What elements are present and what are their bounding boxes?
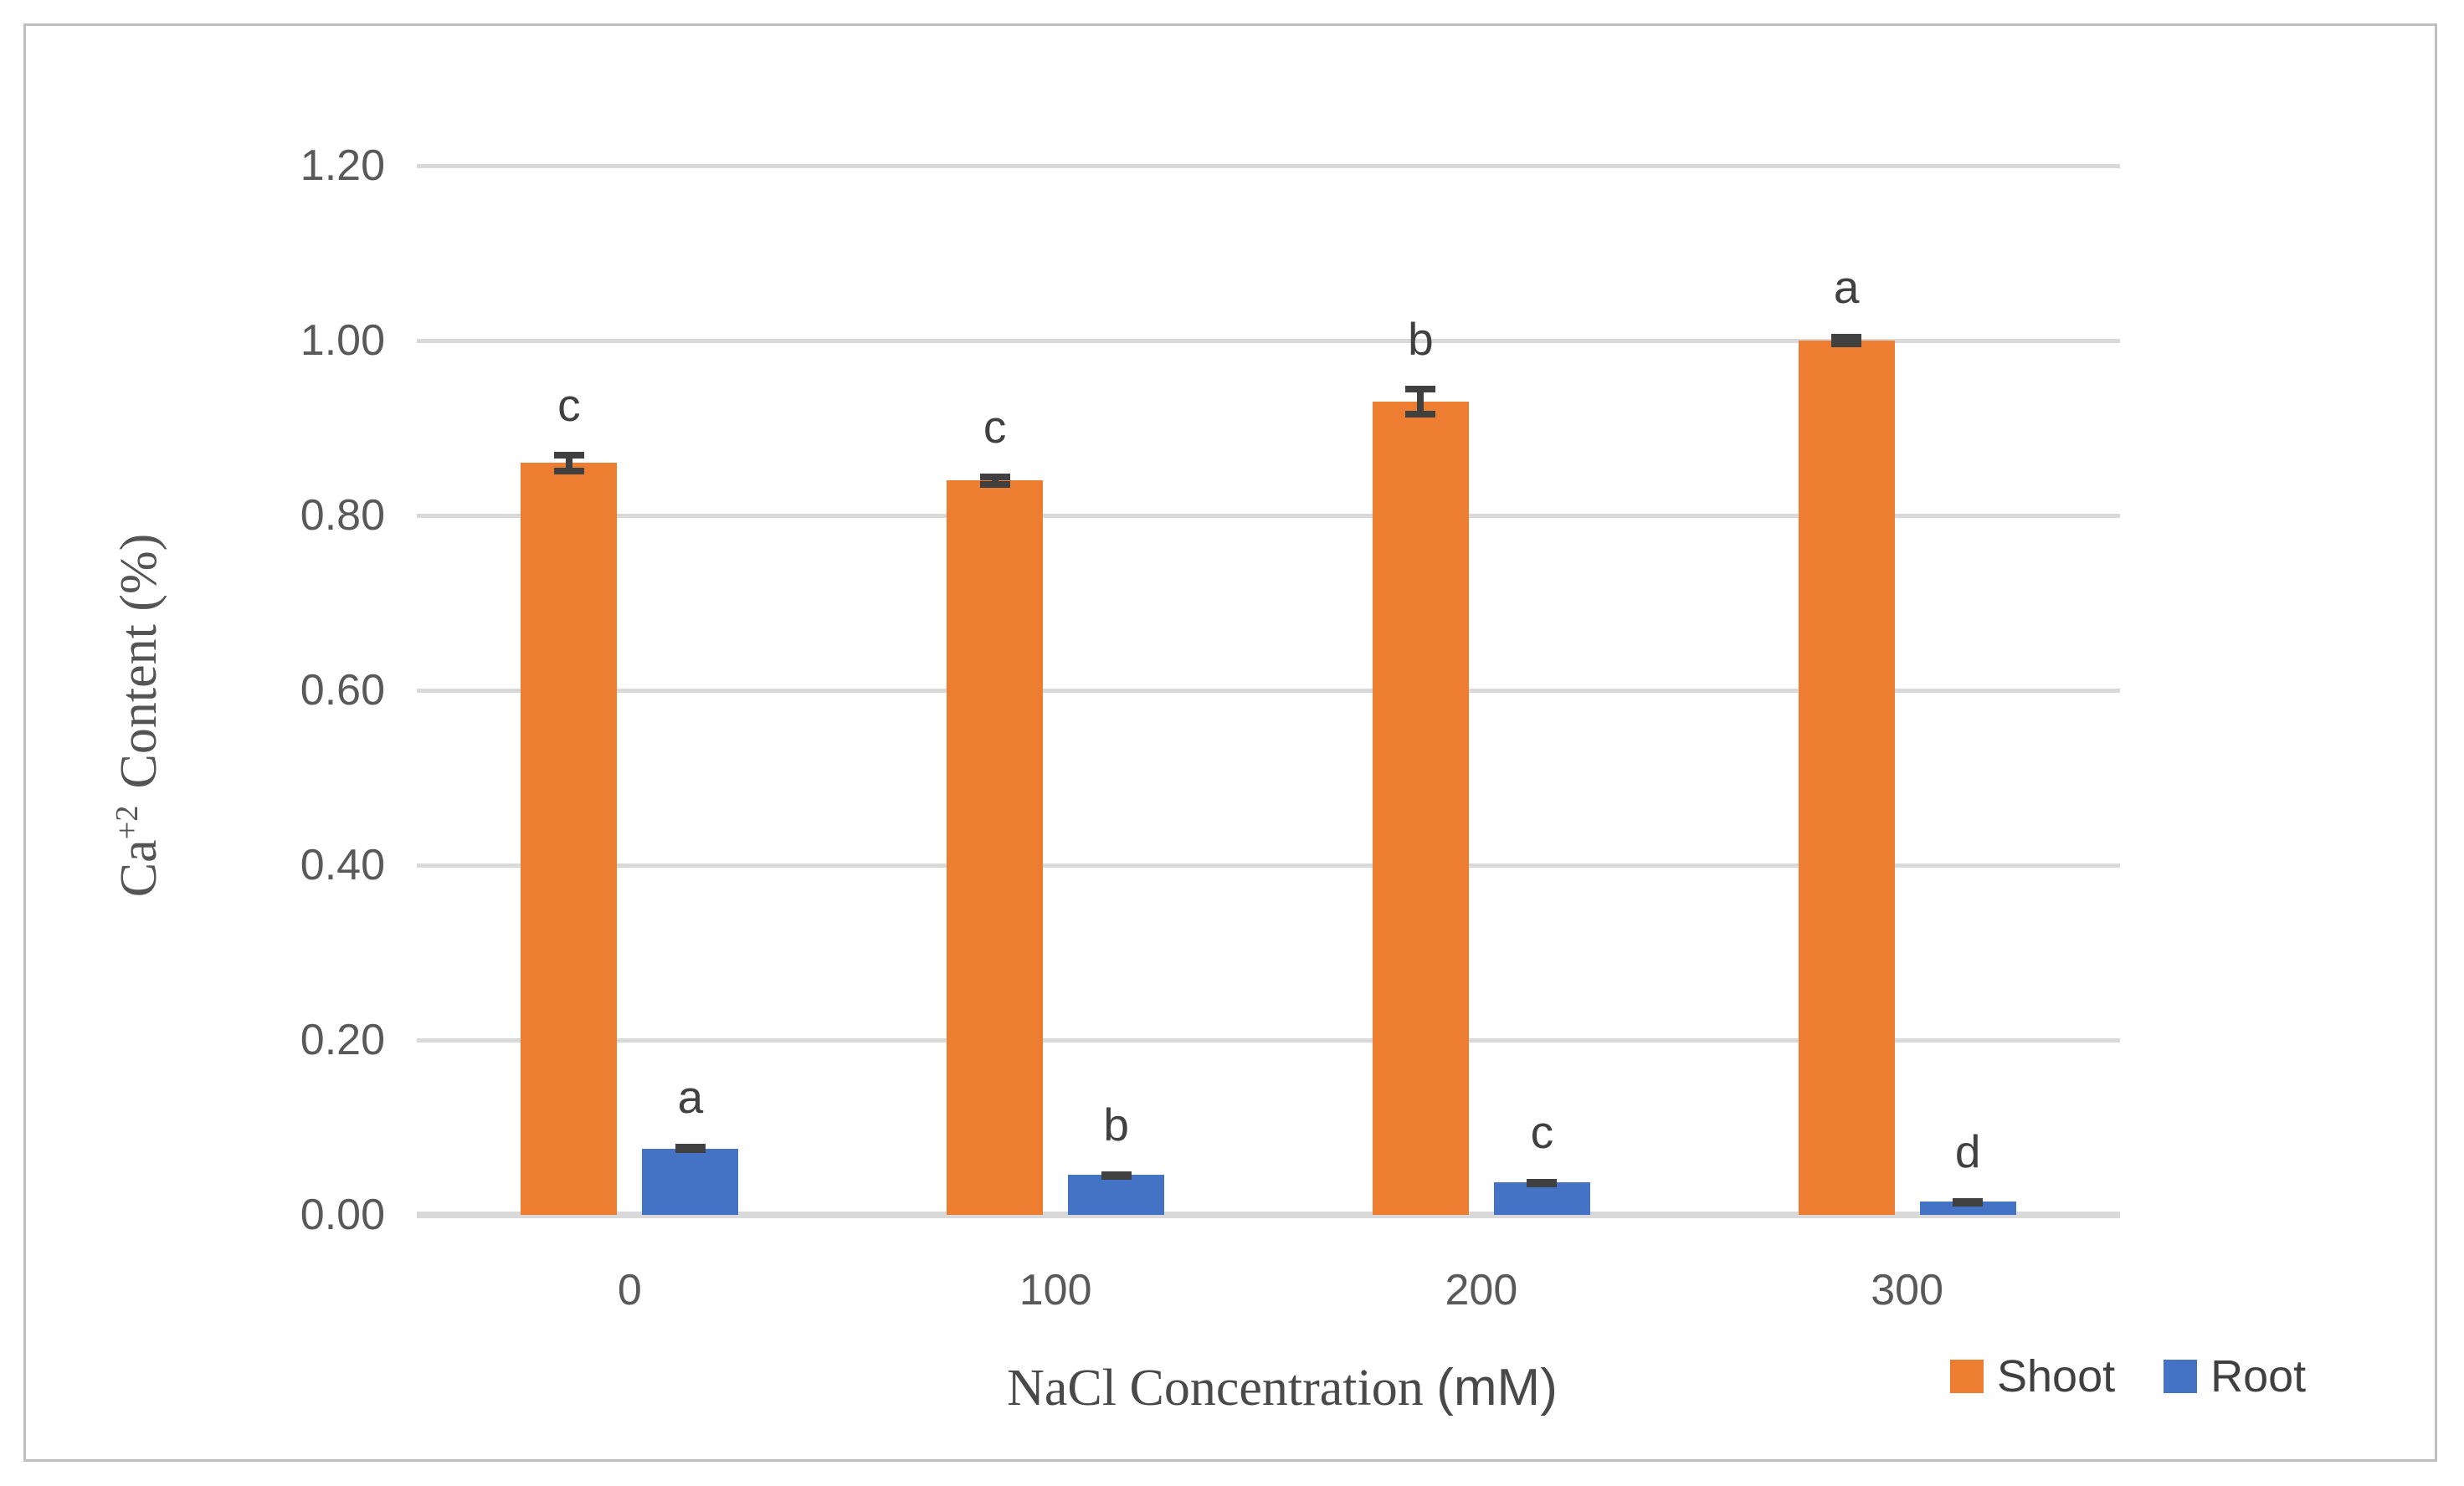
y-tick-label-0.00: 0.00 (300, 1191, 385, 1239)
error-bar-root-100 (1101, 1171, 1132, 1180)
bar-root-100 (1068, 1174, 1165, 1215)
legend-swatch-shoot (1950, 1360, 1984, 1393)
bar-root-300 (1919, 1202, 2016, 1215)
error-bar-shoot-200 (1405, 386, 1436, 418)
x-axis-title: NaCl Concentration (mM) (864, 1359, 1701, 1417)
legend-swatch-root (2164, 1360, 2198, 1393)
legend-label-shoot: Shoot (1997, 1351, 2116, 1401)
x-tick-label-100: 100 (1019, 1266, 1092, 1314)
error-bar-cap-bottom (1405, 410, 1436, 418)
error-bar-stem (1417, 386, 1424, 418)
y-tick-label-0.60: 0.60 (300, 666, 385, 715)
bar-shoot-0 (521, 463, 618, 1215)
error-bar-root-300 (1953, 1198, 1984, 1207)
y-tick-label-0.20: 0.20 (300, 1016, 385, 1064)
error-bar-shoot-0 (553, 451, 584, 474)
error-bar-cap-top (1831, 333, 1862, 341)
y-axis-title-superscript: +2 (110, 805, 146, 840)
x-axis-line (417, 1212, 2120, 1218)
error-bar-shoot-300 (1831, 333, 1862, 348)
gridline-0.20 (417, 1038, 2120, 1043)
bar-shoot-200 (1372, 402, 1469, 1215)
bar-shoot-100 (947, 480, 1044, 1215)
x-axis-title-units: (mM) (1436, 1359, 1558, 1417)
x-tick-label-300: 300 (1871, 1266, 1943, 1314)
bar-shoot-300 (1798, 341, 1895, 1215)
error-bar-cap-bottom (1953, 1200, 1984, 1207)
error-bar-cap-top (979, 473, 1010, 480)
error-bar-cap-bottom (1101, 1172, 1132, 1180)
x-tick-label-200: 200 (1445, 1266, 1518, 1314)
figure-border (23, 23, 2437, 1462)
error-bar-cap-top (1405, 386, 1436, 393)
x-tick-label-0: 0 (617, 1266, 642, 1314)
bar-root-200 (1493, 1182, 1590, 1215)
error-bar-shoot-100 (979, 473, 1010, 488)
plot-area: c a c b b c a d (417, 164, 2120, 1218)
y-tick-label-1.20: 1.20 (300, 141, 385, 190)
legend: Shoot Root (1950, 1354, 2306, 1399)
y-axis-title-rest: Content (%) (110, 533, 167, 789)
significance-letter-root-100: b (1103, 1098, 1129, 1150)
gridline-0.80 (417, 514, 2120, 518)
y-tick-label-0.80: 0.80 (300, 491, 385, 540)
y-tick-label-0.40: 0.40 (300, 841, 385, 889)
y-axis-title: Ca+2 Content (%) (110, 533, 167, 898)
gridline-0.40 (417, 863, 2120, 868)
error-bar-cap-bottom (675, 1145, 706, 1153)
x-axis-title-serif: NaCl Concentration (1007, 1360, 1437, 1417)
legend-label-root: Root (2210, 1351, 2307, 1401)
legend-item-root: Root (2164, 1354, 2306, 1399)
bar-root-0 (642, 1148, 739, 1215)
significance-letter-shoot-200: b (1408, 313, 1434, 366)
gridline-1.00 (417, 339, 2120, 343)
error-bar-root-0 (675, 1144, 706, 1153)
gridline-1.20 (417, 164, 2120, 168)
error-bar-cap-bottom (1831, 341, 1862, 348)
y-axis-title-base: Ca (110, 839, 167, 898)
y-tick-label-1.00: 1.00 (300, 316, 385, 365)
significance-letter-root-0: a (677, 1071, 704, 1124)
error-bar-cap-bottom (1527, 1181, 1558, 1188)
error-bar-stem (565, 451, 572, 474)
error-bar-cap-top (553, 451, 584, 459)
significance-letter-shoot-100: c (983, 400, 1007, 453)
gridline-0.60 (417, 689, 2120, 693)
significance-letter-shoot-300: a (1833, 260, 1860, 313)
legend-item-shoot: Shoot (1950, 1354, 2115, 1399)
significance-letter-root-200: c (1530, 1106, 1554, 1159)
significance-letter-shoot-0: c (557, 378, 581, 431)
error-bar-cap-bottom (979, 480, 1010, 488)
error-bar-stem (1843, 333, 1851, 348)
significance-letter-root-300: d (1954, 1125, 1981, 1178)
error-bar-cap-bottom (553, 467, 584, 474)
error-bar-stem (991, 473, 998, 488)
error-bar-root-200 (1527, 1179, 1558, 1188)
